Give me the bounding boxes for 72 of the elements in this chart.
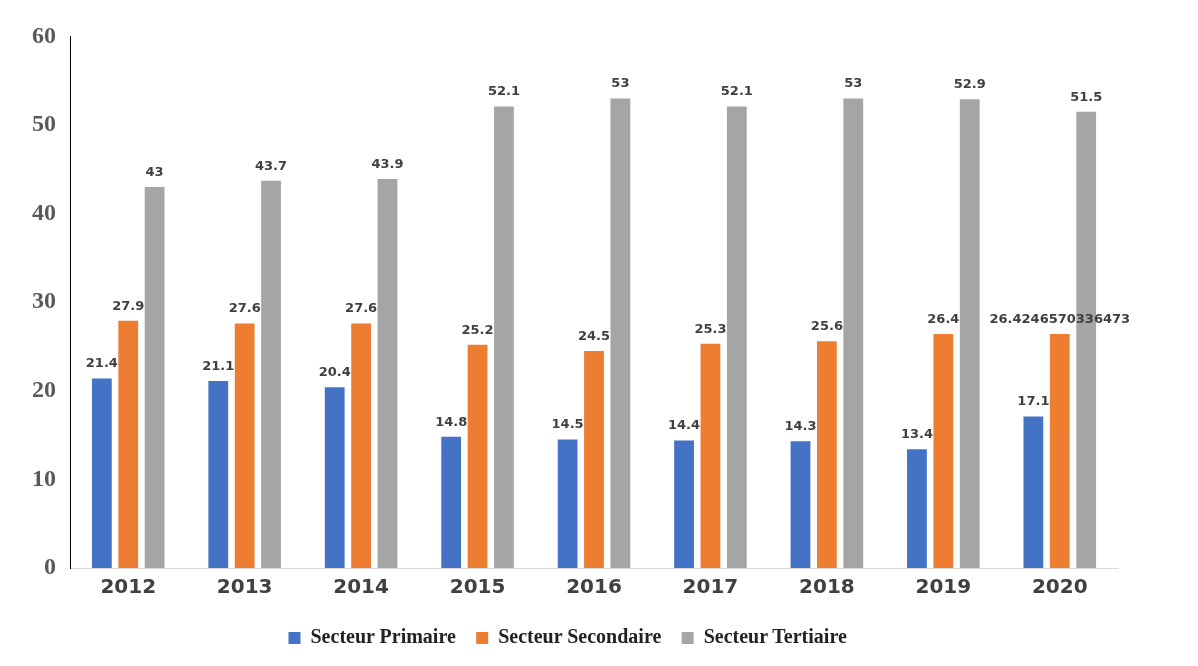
bar [674, 440, 694, 568]
legend-label: Secteur Tertiaire [703, 625, 847, 648]
bar [351, 323, 372, 568]
bar [208, 381, 229, 568]
data-label: 24.5 [577, 327, 611, 343]
bar [91, 378, 112, 568]
y-tick-label: 0 [44, 553, 56, 580]
bar [377, 179, 398, 568]
bar [907, 449, 927, 568]
y-tick-label: 60 [32, 21, 56, 48]
data-label: 43 [145, 163, 164, 179]
y-tick-label: 40 [32, 198, 56, 225]
x-tick-label: 2020 [1031, 574, 1088, 599]
bar [467, 344, 488, 568]
data-label: 17.1 [1017, 393, 1050, 409]
x-tick-label: 2018 [799, 574, 855, 599]
bar [959, 99, 980, 568]
legend-label: Secteur Secondaire [498, 625, 662, 648]
data-label: 27.6 [345, 300, 378, 316]
bar [118, 320, 139, 568]
bar [933, 334, 954, 568]
data-label: 14.3 [784, 418, 817, 434]
x-tick-label: 2017 [682, 574, 739, 599]
data-label: 43.7 [255, 157, 288, 173]
bar [843, 98, 864, 568]
y-tick-label: 50 [32, 110, 56, 137]
x-tick-label: 2014 [333, 574, 389, 599]
bar [494, 106, 514, 568]
data-label: 26.4246570336473 [989, 310, 1131, 326]
data-label: 51.5 [1070, 88, 1103, 104]
x-tick-label: 2019 [915, 574, 972, 599]
data-label: 25.3 [694, 320, 727, 336]
bar [726, 106, 747, 568]
data-label: 52.1 [720, 83, 753, 99]
x-tick-label: 2015 [449, 574, 506, 599]
data-label: 52.9 [953, 76, 986, 92]
data-label: 21.1 [202, 357, 235, 373]
bar [1023, 416, 1044, 568]
data-label: 26.4 [927, 310, 960, 326]
bar [790, 441, 811, 568]
data-label: 27.6 [228, 300, 261, 316]
bar [261, 180, 281, 568]
data-label: 43.9 [371, 155, 404, 171]
bar [557, 439, 578, 568]
bar [610, 98, 631, 568]
bar [584, 350, 604, 568]
bar [234, 323, 255, 568]
x-tick-label: 2013 [216, 574, 273, 599]
bar [144, 187, 165, 568]
bar [324, 387, 345, 568]
y-tick-label: 20 [32, 376, 56, 402]
data-label: 27.9 [112, 297, 145, 313]
data-label: 20.4 [318, 364, 351, 380]
data-label: 52.1 [487, 83, 520, 99]
bar [441, 436, 462, 568]
data-label: 25.2 [461, 321, 494, 337]
y-tick-label: 10 [32, 464, 56, 491]
data-label: 13.4 [900, 426, 933, 442]
data-label: 53 [844, 75, 863, 91]
data-label: 14.5 [551, 416, 584, 432]
bar [1049, 333, 1070, 568]
y-tick-label: 30 [32, 287, 56, 314]
data-label: 14.4 [668, 417, 701, 433]
x-tick-label: 2012 [100, 574, 157, 599]
data-label: 53 [611, 75, 630, 91]
x-tick-label: 2016 [566, 574, 622, 599]
bar [700, 343, 721, 568]
bar [816, 341, 837, 568]
legend-label: Secteur Primaire [310, 625, 456, 648]
data-label: 14.8 [435, 413, 468, 429]
data-label: 21.4 [85, 355, 118, 371]
data-label: 25.6 [810, 318, 843, 334]
